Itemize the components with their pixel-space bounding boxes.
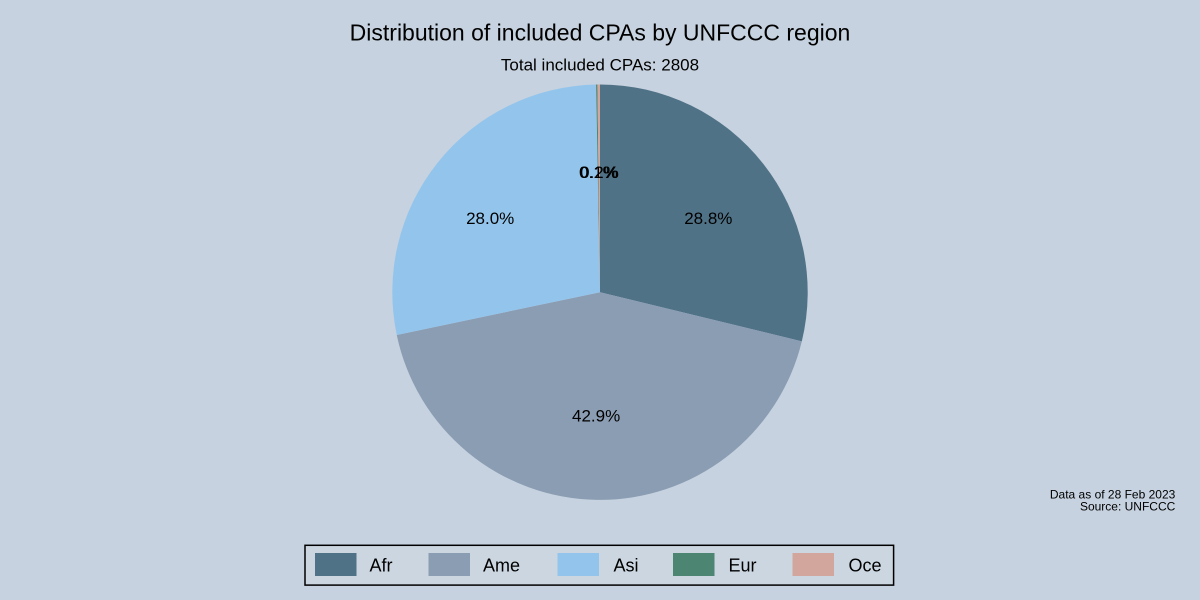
svg-text:Total included CPAs: 2808: Total included CPAs: 2808 [501,55,699,74]
svg-text:28.8%: 28.8% [684,209,732,228]
svg-text:Eur: Eur [729,555,757,575]
svg-text:Afr: Afr [370,555,393,575]
svg-text:0.1%: 0.1% [579,163,618,182]
svg-text:Oce: Oce [849,555,882,575]
svg-text:Distribution of included CPAs: Distribution of included CPAs by UNFCCC … [350,20,851,46]
svg-text:Source: UNFCCC: Source: UNFCCC [1080,499,1176,513]
svg-text:42.9%: 42.9% [572,406,620,425]
svg-text:Ame: Ame [483,555,520,575]
svg-text:Asi: Asi [614,555,639,575]
svg-text:28.0%: 28.0% [466,209,514,228]
svg-text:Data as of 28 Feb 2023: Data as of 28 Feb 2023 [1050,488,1176,502]
svg-text:0.2%: 0.2% [580,163,619,182]
